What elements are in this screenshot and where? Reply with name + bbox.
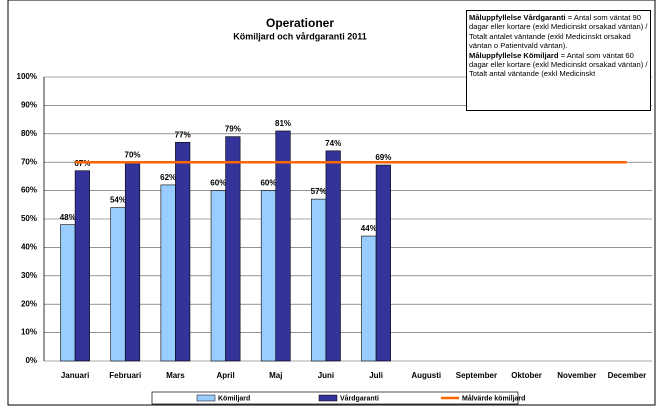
data-label: 81% — [275, 119, 291, 128]
legend-label: Målvärde kömiljard — [462, 394, 525, 402]
data-label: 70% — [125, 150, 141, 159]
x-tick-label: Juli — [369, 371, 383, 380]
x-tick-label: Juni — [318, 371, 334, 380]
bar — [260, 190, 277, 362]
definition-term: Måluppfyllelse Kömiljard — [469, 50, 559, 60]
data-label: 60% — [260, 179, 276, 188]
legend-swatch — [318, 394, 338, 402]
y-tick-label: 40% — [21, 243, 37, 252]
y-tick-label: 50% — [21, 214, 37, 223]
bar — [210, 190, 226, 362]
y-tick-label: 0% — [25, 356, 37, 365]
y-tick-label: 20% — [21, 299, 37, 308]
data-label: 48% — [60, 213, 76, 222]
x-tick-label: November — [557, 371, 596, 380]
chart-frame — [7, 0, 656, 406]
definition-text: = Antal som väntat 60 dagar eller kortar… — [469, 50, 648, 79]
x-tick-label: Februari — [109, 371, 141, 380]
data-label: 44% — [361, 224, 377, 233]
x-tick-label: Mars — [166, 371, 185, 380]
legend-label: Vårdgaranti — [340, 394, 379, 402]
legend-label: Kömiljard — [218, 395, 250, 402]
x-tick-label: Augusti — [411, 371, 441, 380]
data-label: 69% — [375, 153, 391, 162]
y-tick-label: 30% — [21, 271, 37, 280]
bar — [311, 198, 327, 362]
bar — [175, 142, 191, 362]
data-label: 60% — [210, 179, 226, 188]
bar — [74, 170, 90, 362]
y-tick-label: 70% — [21, 157, 37, 166]
bar — [275, 130, 291, 362]
x-tick-label: September — [456, 371, 497, 380]
bar — [160, 184, 176, 362]
chart-subtitle: Kömiljard och vårdgaranti 2011 — [233, 31, 367, 41]
definition-term: Måluppfyllelse Vårdgaranti — [469, 13, 566, 22]
data-label: 77% — [175, 130, 191, 139]
data-label: 74% — [325, 139, 341, 148]
x-tick-label: Maj — [269, 371, 282, 380]
y-tick-label: 100% — [17, 72, 37, 81]
x-tick-label: Januari — [61, 371, 89, 380]
x-tick-label: December — [608, 371, 647, 380]
definition: Måluppfyllelse Kömiljard = Antal som vän… — [469, 51, 648, 79]
legend-swatch — [196, 394, 216, 402]
data-label: 57% — [311, 187, 327, 196]
bar — [225, 136, 241, 362]
x-tick-label: Oktober — [511, 371, 542, 380]
bar — [361, 235, 377, 362]
x-tick-label: April — [216, 371, 234, 380]
bar — [124, 161, 141, 362]
chart-title: Operationer — [266, 16, 334, 30]
definition-text: = Antal som väntat 90 dagar eller kortar… — [469, 13, 648, 51]
bar — [110, 207, 126, 362]
data-label: 62% — [160, 173, 176, 182]
data-label: 79% — [225, 125, 241, 134]
bar — [375, 164, 391, 362]
data-label: 54% — [110, 196, 126, 205]
y-tick-label: 80% — [21, 129, 37, 138]
definition-box: Måluppfyllelse Vårdgaranti = Antal som v… — [466, 10, 651, 111]
bar — [325, 150, 341, 362]
definition: Måluppfyllelse Vårdgaranti = Antal som v… — [469, 13, 648, 51]
bar — [60, 224, 76, 362]
y-tick-label: 90% — [21, 101, 37, 110]
y-tick-label: 60% — [21, 186, 37, 195]
y-tick-label: 10% — [21, 328, 37, 337]
